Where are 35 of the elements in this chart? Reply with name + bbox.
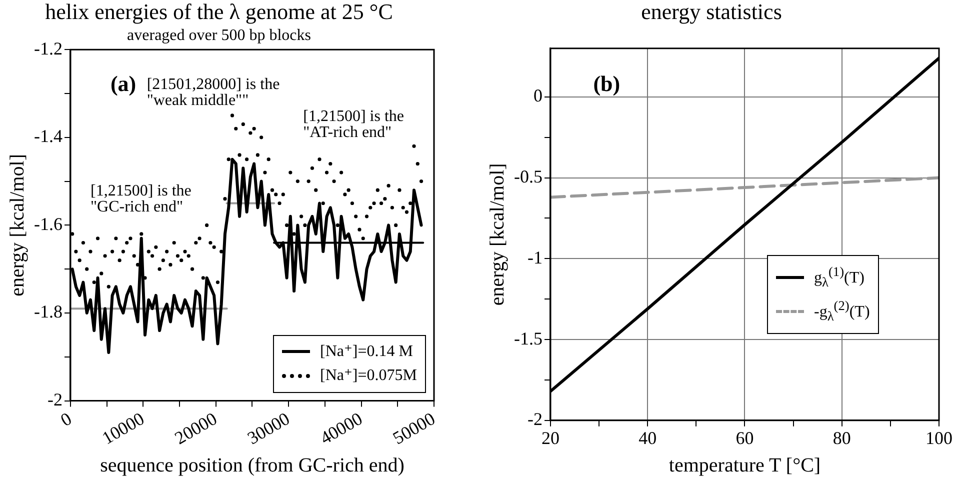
x-tick-label: 40000 — [316, 408, 366, 448]
x-tick-label: 100 — [926, 428, 952, 448]
chart-title: energy statistics — [641, 0, 782, 24]
x-tick-label: 10000 — [98, 408, 148, 448]
legend-label: -g$_{λ}$$^{(2)}$(T) — [814, 297, 870, 326]
y-tick-label: -1.5 — [514, 328, 542, 348]
y-tick-label: -1.2 — [34, 38, 62, 58]
x-axis-title: temperature T [°C] — [668, 454, 821, 476]
annotation: [1,21500] is the "GC-rich end" — [90, 182, 192, 216]
x-axis-title: sequence position (from GC-rich end) — [100, 454, 404, 476]
x-tick-label: 30000 — [244, 408, 293, 448]
y-tick-label: -1.8 — [34, 302, 62, 322]
y-tick-label: -1.4 — [34, 126, 62, 146]
y-axis-title: energy [kcal/mol] — [6, 154, 28, 296]
annotation: [1,21500] is the "AT-rich end" — [303, 108, 404, 141]
legend-label: g$_{λ}$$^{(1)}$(T) — [814, 262, 864, 292]
y-tick-label: -0.5 — [514, 166, 542, 187]
y-tick-label: -1 — [527, 247, 542, 268]
y-tick-label: -2 — [527, 409, 542, 430]
x-tick-label: 60 — [736, 428, 754, 448]
chart-subtitle: averaged over 500 bp blocks — [127, 27, 311, 44]
annotation: (a) — [110, 70, 136, 96]
x-tick-label: 80 — [832, 428, 851, 448]
x-tick-label: 50000 — [389, 408, 438, 448]
annotation: [21501,28000] is the "weak middle"" — [146, 76, 280, 110]
x-tick-label: 40 — [638, 428, 657, 448]
y-tick-label: 0 — [533, 86, 542, 106]
x-tick-label: 20 — [541, 428, 560, 448]
y-tick-label: -2 — [47, 390, 62, 410]
chart-title: helix energies of the λ genome at 25 °C — [45, 0, 393, 24]
y-tick-label: -1.6 — [34, 214, 62, 234]
y-axis-title: energy [kcal/mol] — [486, 163, 508, 306]
legend-label: [Na⁺]=0.075M — [320, 366, 418, 386]
legend-label: [Na⁺]=0.14 M — [320, 342, 414, 362]
annotation: (b) — [593, 71, 620, 96]
